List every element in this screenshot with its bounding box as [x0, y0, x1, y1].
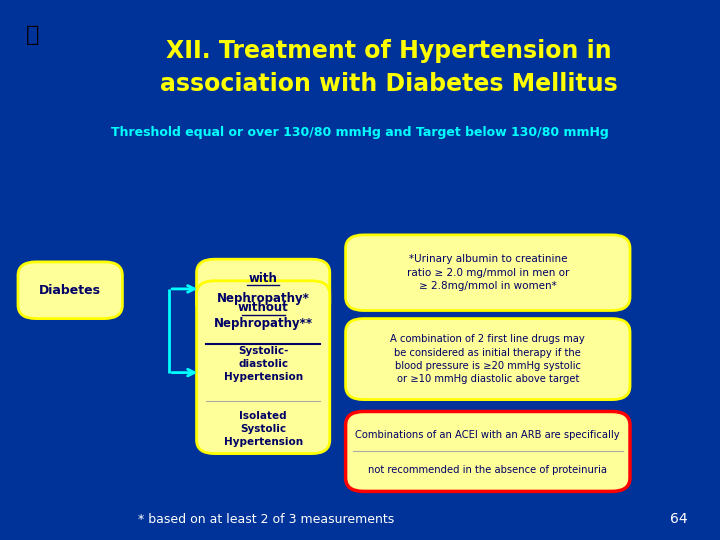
Text: Threshold equal or over 130/80 mmHg and Target below 130/80 mmHg: Threshold equal or over 130/80 mmHg and … [111, 126, 609, 139]
Text: not recommended in the absence of proteinuria: not recommended in the absence of protei… [369, 465, 607, 475]
Text: * based on at least 2 of 3 measurements: * based on at least 2 of 3 measurements [138, 513, 395, 526]
Text: Nephropathy*: Nephropathy* [217, 292, 310, 305]
FancyBboxPatch shape [346, 411, 630, 491]
Text: A combination of 2 first line drugs may
be considered as initial therapy if the
: A combination of 2 first line drugs may … [390, 334, 585, 384]
FancyBboxPatch shape [197, 281, 330, 454]
Text: 🍁: 🍁 [26, 25, 39, 45]
Text: Nephropathy**: Nephropathy** [214, 318, 312, 330]
Text: association with Diabetes Mellitus: association with Diabetes Mellitus [160, 72, 618, 96]
FancyBboxPatch shape [346, 319, 630, 400]
Text: with: with [248, 272, 278, 285]
Text: Diabetes: Diabetes [39, 284, 102, 297]
FancyBboxPatch shape [197, 259, 330, 316]
Text: Systolic-
diastolic
Hypertension: Systolic- diastolic Hypertension [224, 346, 302, 382]
Text: *Urinary albumin to creatinine
ratio ≥ 2.0 mg/mmol in men or
≥ 2.8mg/mmol in wom: *Urinary albumin to creatinine ratio ≥ 2… [407, 254, 569, 291]
FancyBboxPatch shape [346, 235, 630, 310]
Text: without: without [238, 301, 289, 314]
Text: Combinations of an ACEI with an ARB are specifically: Combinations of an ACEI with an ARB are … [356, 430, 620, 440]
Text: XII. Treatment of Hypertension in: XII. Treatment of Hypertension in [166, 39, 611, 63]
Text: 64: 64 [670, 512, 688, 526]
FancyBboxPatch shape [18, 262, 122, 319]
Text: Isolated
Systolic
Hypertension: Isolated Systolic Hypertension [224, 411, 302, 447]
